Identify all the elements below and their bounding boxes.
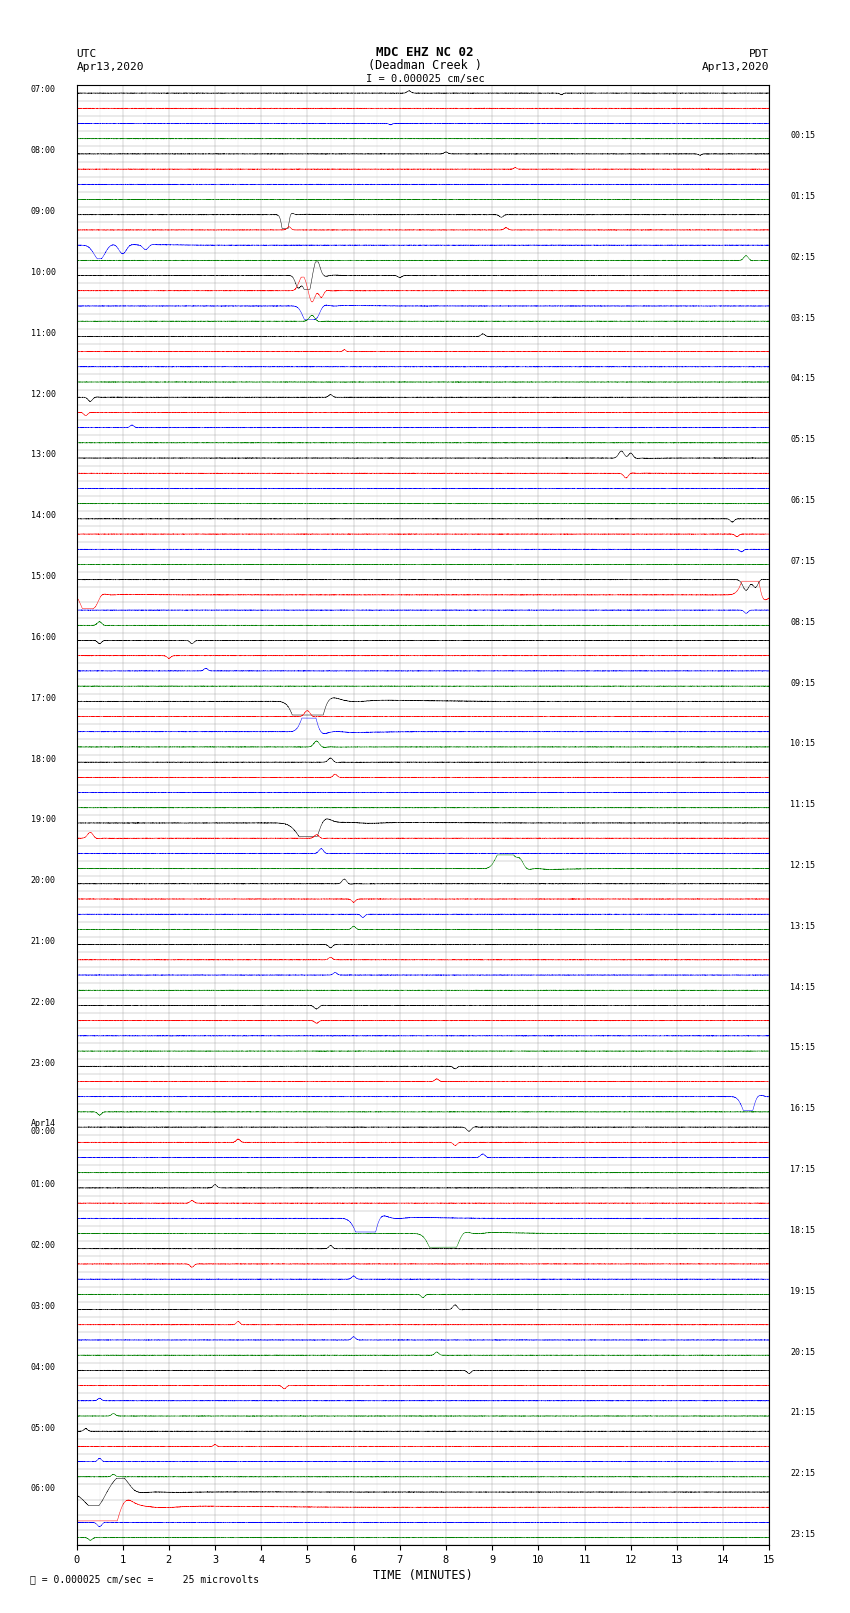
Text: 03:15: 03:15 (790, 313, 815, 323)
Text: 06:15: 06:15 (790, 497, 815, 505)
Text: ⎺ = 0.000025 cm/sec =     25 microvolts: ⎺ = 0.000025 cm/sec = 25 microvolts (30, 1574, 259, 1584)
Text: 19:00: 19:00 (31, 816, 56, 824)
Text: 06:00: 06:00 (31, 1484, 56, 1494)
Text: 11:15: 11:15 (790, 800, 815, 810)
Text: 00:15: 00:15 (790, 131, 815, 140)
Text: 12:00: 12:00 (31, 390, 56, 398)
Text: 21:15: 21:15 (790, 1408, 815, 1418)
Text: PDT: PDT (749, 48, 769, 58)
Text: 11:00: 11:00 (31, 329, 56, 337)
Text: 21:00: 21:00 (31, 937, 56, 945)
Text: 22:00: 22:00 (31, 998, 56, 1007)
X-axis label: TIME (MINUTES): TIME (MINUTES) (373, 1569, 473, 1582)
Text: 14:00: 14:00 (31, 511, 56, 521)
Text: 07:00: 07:00 (31, 85, 56, 95)
Text: 09:00: 09:00 (31, 206, 56, 216)
Text: 18:15: 18:15 (790, 1226, 815, 1236)
Text: Apr13,2020: Apr13,2020 (76, 61, 144, 71)
Text: 13:00: 13:00 (31, 450, 56, 460)
Text: (Deadman Creek ): (Deadman Creek ) (368, 58, 482, 71)
Text: 20:15: 20:15 (790, 1347, 815, 1357)
Text: 02:00: 02:00 (31, 1240, 56, 1250)
Text: 19:15: 19:15 (790, 1287, 815, 1295)
Text: 13:15: 13:15 (790, 921, 815, 931)
Text: 08:15: 08:15 (790, 618, 815, 627)
Text: 23:15: 23:15 (790, 1531, 815, 1539)
Text: 03:00: 03:00 (31, 1302, 56, 1311)
Text: MDC EHZ NC 02: MDC EHZ NC 02 (377, 45, 473, 58)
Text: 14:15: 14:15 (790, 982, 815, 992)
Text: 08:00: 08:00 (31, 147, 56, 155)
Text: 01:00: 01:00 (31, 1181, 56, 1189)
Text: 18:00: 18:00 (31, 755, 56, 763)
Text: 00:00: 00:00 (31, 1127, 56, 1136)
Text: 09:15: 09:15 (790, 679, 815, 687)
Text: Apr14: Apr14 (31, 1119, 56, 1129)
Text: 02:15: 02:15 (790, 253, 815, 261)
Text: 20:00: 20:00 (31, 876, 56, 886)
Text: 15:15: 15:15 (790, 1044, 815, 1052)
Text: I = 0.000025 cm/sec: I = 0.000025 cm/sec (366, 74, 484, 84)
Text: 17:00: 17:00 (31, 694, 56, 703)
Text: 01:15: 01:15 (790, 192, 815, 202)
Text: 05:00: 05:00 (31, 1424, 56, 1432)
Text: 07:15: 07:15 (790, 556, 815, 566)
Text: UTC: UTC (76, 48, 97, 58)
Text: 17:15: 17:15 (790, 1165, 815, 1174)
Text: 04:00: 04:00 (31, 1363, 56, 1371)
Text: 23:00: 23:00 (31, 1058, 56, 1068)
Text: Apr13,2020: Apr13,2020 (702, 61, 769, 71)
Text: 22:15: 22:15 (790, 1469, 815, 1478)
Text: 04:15: 04:15 (790, 374, 815, 384)
Text: 15:00: 15:00 (31, 573, 56, 581)
Text: 05:15: 05:15 (790, 436, 815, 444)
Text: 12:15: 12:15 (790, 861, 815, 869)
Text: 10:00: 10:00 (31, 268, 56, 277)
Text: 16:15: 16:15 (790, 1105, 815, 1113)
Text: 16:00: 16:00 (31, 632, 56, 642)
Text: 10:15: 10:15 (790, 739, 815, 748)
